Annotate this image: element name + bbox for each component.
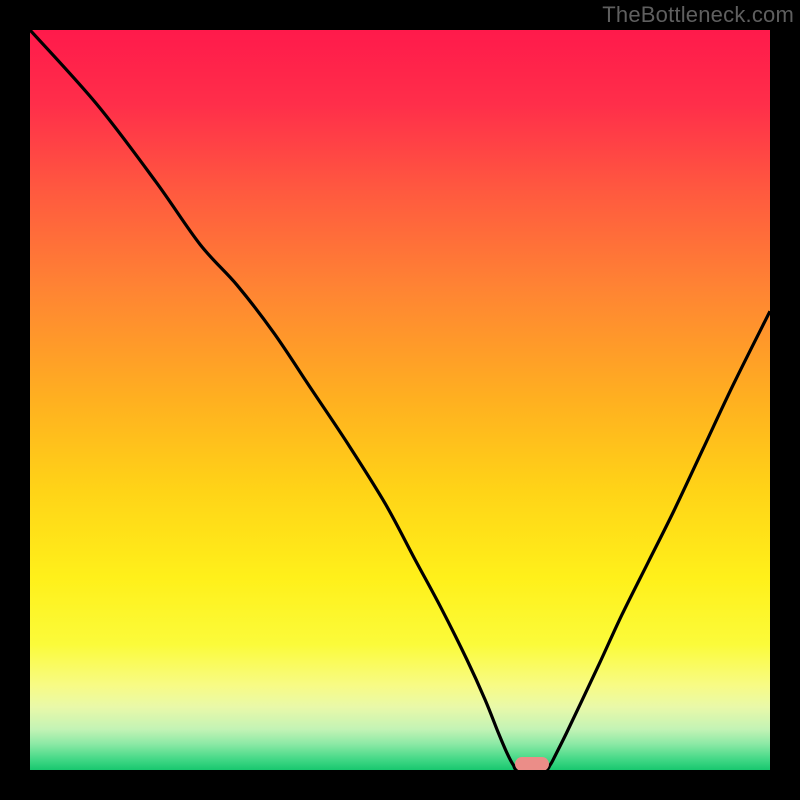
plot-area bbox=[30, 30, 770, 770]
bottleneck-curve bbox=[30, 30, 770, 770]
optimal-marker bbox=[515, 757, 549, 770]
watermark-label: TheBottleneck.com bbox=[602, 2, 794, 28]
chart-frame: TheBottleneck.com bbox=[0, 0, 800, 800]
